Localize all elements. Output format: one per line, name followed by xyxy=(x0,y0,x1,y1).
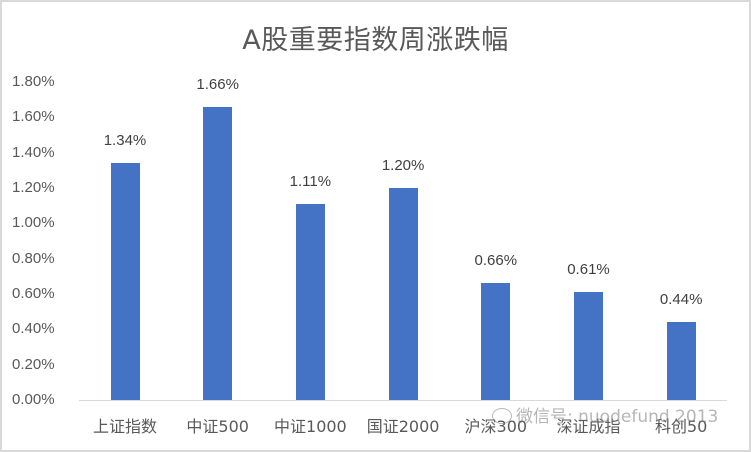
data-label: 1.66% xyxy=(196,75,239,93)
bar xyxy=(295,203,325,400)
y-tick-label: 1.40% xyxy=(12,143,55,161)
y-tick-label: 0.80% xyxy=(12,249,55,267)
wechat-icon xyxy=(492,408,512,424)
watermark-text: 微信号: nuodefund 2013 xyxy=(516,407,719,427)
y-tick-label: 0.20% xyxy=(12,355,55,373)
bar xyxy=(388,188,418,400)
data-label: 1.11% xyxy=(289,172,332,190)
bar xyxy=(481,283,511,400)
data-label: 0.61% xyxy=(567,261,610,279)
chart-title: A股重要指数周涨跌幅 xyxy=(242,25,509,56)
y-tick-label: 1.20% xyxy=(12,179,55,196)
x-tick-label: 中证500 xyxy=(186,417,249,436)
y-tick-label: 1.80% xyxy=(12,73,55,90)
data-label: 1.34% xyxy=(103,132,147,150)
data-label: 1.20% xyxy=(381,157,425,174)
x-tick-label: 沪深300 xyxy=(464,417,528,436)
x-tick-label: 中证1000 xyxy=(274,417,347,436)
data-label: 0.66% xyxy=(474,252,518,270)
x-tick-label: 上证指数 xyxy=(92,417,157,436)
watermark: 微信号: nuodefund 2013 xyxy=(492,402,718,427)
bar xyxy=(203,106,233,400)
bar xyxy=(666,322,696,400)
y-tick-label: 1.60% xyxy=(12,108,55,126)
x-axis-line xyxy=(79,400,727,401)
data-label: 0.44% xyxy=(659,291,703,309)
bar xyxy=(110,163,140,400)
x-tick-label: 深证成指 xyxy=(556,417,621,436)
bar xyxy=(574,292,603,400)
y-tick-label: 1.00% xyxy=(12,214,55,232)
y-tick-label: 0.60% xyxy=(12,285,55,302)
x-tick-label: 科创50 xyxy=(655,417,708,436)
x-tick-label: 国证2000 xyxy=(366,417,440,436)
y-tick-label: 0.00% xyxy=(12,391,55,408)
y-tick-label: 0.40% xyxy=(12,320,55,338)
